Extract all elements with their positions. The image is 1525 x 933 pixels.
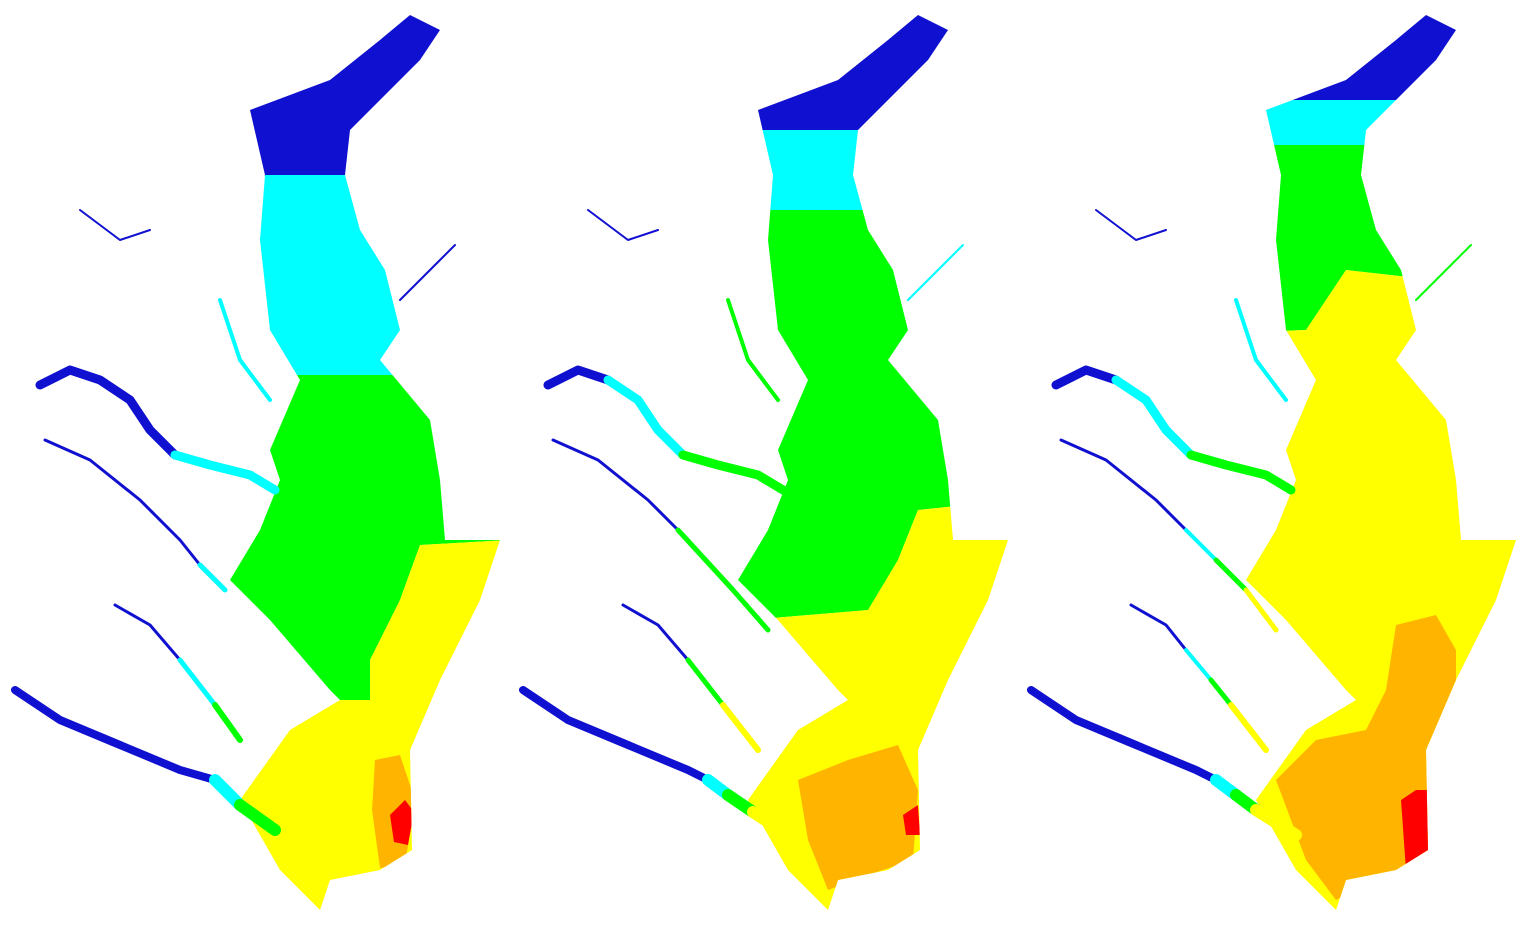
map-figure xyxy=(0,0,1525,933)
river xyxy=(115,605,180,660)
river xyxy=(553,440,678,530)
river xyxy=(1186,650,1211,680)
zone xyxy=(508,0,1016,130)
zone xyxy=(508,130,1016,210)
river xyxy=(1191,455,1291,490)
river xyxy=(723,705,758,750)
river xyxy=(1061,440,1186,530)
map-panel xyxy=(508,0,1016,933)
river xyxy=(623,605,688,660)
zone xyxy=(1016,0,1524,100)
river xyxy=(40,370,175,455)
river xyxy=(608,380,683,455)
zone xyxy=(0,175,508,375)
river xyxy=(1211,680,1231,705)
river xyxy=(688,660,723,705)
river xyxy=(80,210,150,240)
zone xyxy=(1016,145,1524,340)
river xyxy=(728,300,778,400)
river xyxy=(683,455,783,490)
river xyxy=(1186,530,1216,560)
river xyxy=(400,245,455,300)
river xyxy=(215,705,240,740)
bay-zones xyxy=(0,0,508,933)
river xyxy=(180,660,215,705)
river xyxy=(1131,605,1186,650)
zone xyxy=(1401,790,1438,870)
river xyxy=(175,455,275,490)
bay-zones xyxy=(508,0,1016,933)
zone xyxy=(1016,100,1524,145)
river xyxy=(200,565,225,590)
map-panel xyxy=(1016,0,1524,933)
river xyxy=(1116,380,1191,455)
zone xyxy=(0,0,508,175)
river xyxy=(1231,705,1266,750)
river xyxy=(1096,210,1166,240)
page: (() => { const data = JSON.parse(documen… xyxy=(0,0,1525,933)
river xyxy=(588,210,658,240)
river xyxy=(1031,690,1216,780)
river xyxy=(523,690,708,780)
river xyxy=(1416,245,1471,300)
river xyxy=(15,690,215,780)
bay-zones xyxy=(1016,0,1524,933)
river xyxy=(1056,370,1116,385)
river xyxy=(908,245,963,300)
river xyxy=(1216,560,1246,590)
river xyxy=(548,370,608,385)
river xyxy=(1236,300,1286,400)
river xyxy=(220,300,270,400)
map-panel xyxy=(0,0,508,933)
